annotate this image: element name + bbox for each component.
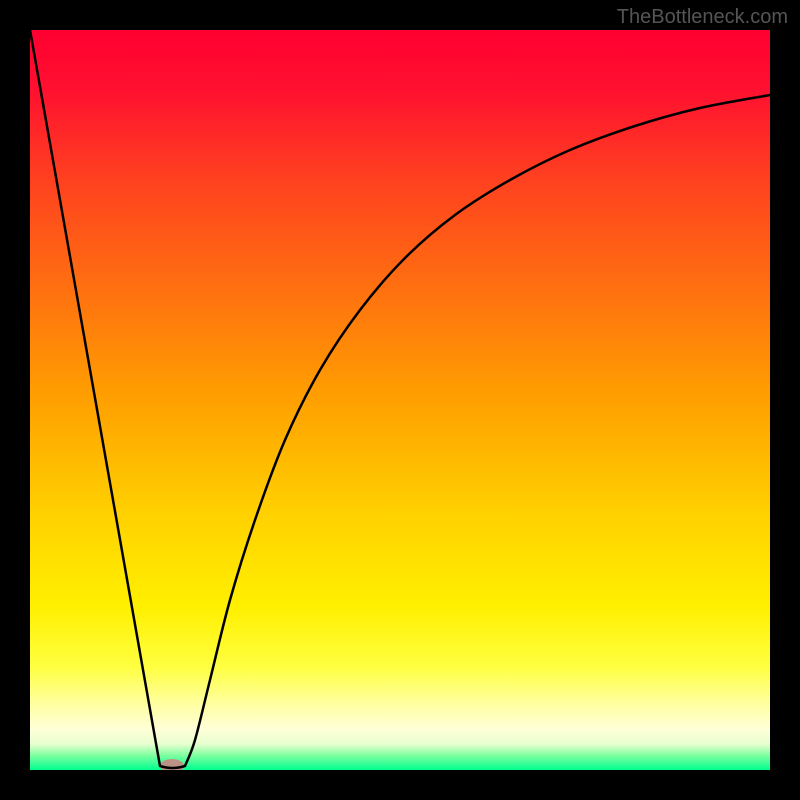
watermark-text: TheBottleneck.com bbox=[617, 6, 788, 29]
bottleneck-chart: TheBottleneck.com bbox=[0, 0, 800, 800]
chart-svg bbox=[0, 0, 800, 800]
